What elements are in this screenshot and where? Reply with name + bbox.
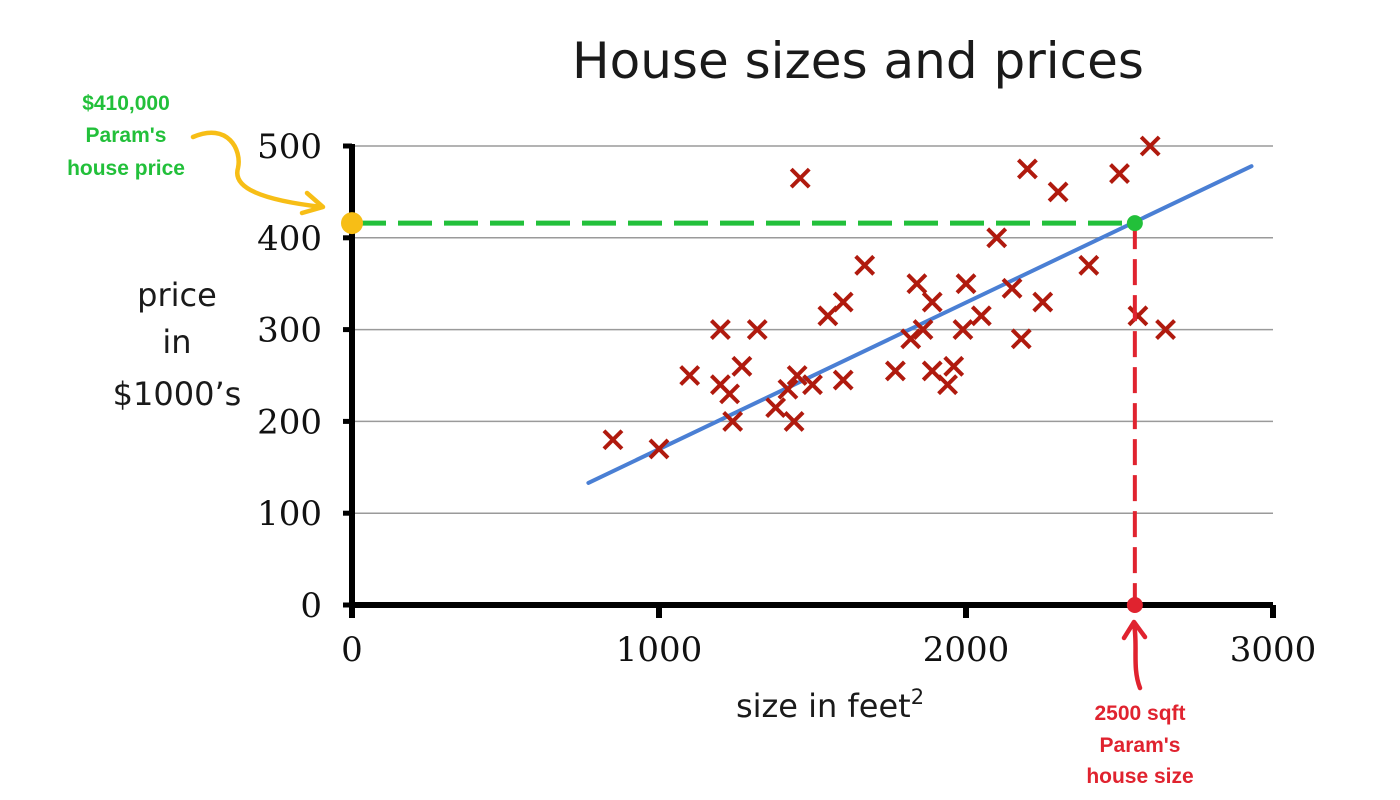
data-point-32 [1001, 277, 1023, 299]
data-points [602, 135, 1176, 460]
y-tick-label-300: 300 [257, 311, 322, 351]
data-point-18 [832, 369, 854, 391]
y-axis-label-line-2: in [162, 323, 191, 361]
data-point-3 [679, 365, 701, 386]
chart-title: House sizes and prices [572, 32, 1144, 90]
data-point-22 [906, 273, 928, 295]
data-point-13 [786, 365, 808, 386]
y-tick-label-0: 0 [300, 586, 322, 626]
data-point-10 [765, 397, 787, 419]
data-point-17 [832, 291, 854, 313]
tick-labels: 0 100 200 300 400 500 0 1000 2000 3000 [257, 127, 1316, 670]
x-axis-label: size in feet2 [736, 685, 924, 725]
price-axis-marker [341, 212, 363, 235]
x-tick-label-0: 0 [341, 630, 363, 670]
x-axis-label-superscript: 2 [911, 685, 924, 709]
data-point-35 [1032, 291, 1054, 313]
price-annotation-line-1: Param's [86, 124, 167, 147]
data-point-28 [952, 319, 974, 341]
data-point-19 [854, 254, 876, 276]
size-arrow-icon [1131, 621, 1143, 691]
data-point-8 [731, 355, 753, 377]
y-tick-label-400: 400 [257, 219, 322, 259]
data-point-23 [912, 319, 934, 341]
data-point-15 [802, 374, 823, 396]
data-point-24 [921, 291, 943, 313]
data-point-21 [900, 328, 922, 350]
y-tick-label-500: 500 [257, 127, 322, 167]
size-axis-marker [1126, 597, 1143, 613]
data-point-27 [943, 355, 965, 377]
size-annotation-value: 2500 sqft [1094, 702, 1185, 725]
data-point-1 [602, 429, 624, 451]
data-point-4 [709, 319, 731, 341]
price-arrowhead-icon [299, 190, 326, 216]
data-point-9 [746, 319, 768, 341]
price-annotation-line-2: house price [67, 157, 185, 180]
data-point-39 [1127, 305, 1149, 327]
y-axis-label-line-3: $1000’s [113, 375, 242, 413]
data-point-14 [789, 167, 811, 189]
size-annotation-line-1: Param's [1100, 734, 1181, 757]
x-tick-label-3000: 3000 [1230, 630, 1317, 670]
gridlines [352, 145, 1273, 514]
data-point-34 [1016, 158, 1038, 180]
price-arrow-icon [190, 130, 325, 210]
data-point-33 [1010, 328, 1032, 350]
y-tick-label-100: 100 [257, 494, 322, 534]
size-arrowhead-icon [1121, 619, 1148, 641]
data-point-2 [648, 438, 670, 460]
y-axis-label-line-1: price [137, 276, 217, 314]
prediction-point-marker [1126, 215, 1143, 232]
data-point-30 [970, 305, 992, 327]
data-point-11 [777, 378, 799, 400]
data-point-29 [955, 273, 977, 295]
data-point-38 [1109, 163, 1130, 184]
size-annotation-line-2: house size [1086, 765, 1193, 788]
data-point-37 [1078, 254, 1100, 276]
x-tick-label-1000: 1000 [616, 630, 703, 670]
data-point-7 [722, 410, 744, 432]
data-point-6 [719, 383, 741, 405]
data-point-26 [937, 374, 958, 396]
x-axis-label-text: size in feet [736, 687, 911, 725]
highlight-annotation [341, 212, 1143, 613]
data-point-40 [1139, 135, 1161, 157]
data-point-36 [1047, 181, 1069, 203]
data-point-31 [986, 227, 1008, 249]
data-point-20 [884, 360, 906, 382]
data-point-41 [1155, 319, 1176, 341]
price-annotation-value: $410,000 [82, 92, 170, 115]
y-tick-label-200: 200 [257, 402, 322, 442]
data-point-12 [783, 410, 805, 432]
x-tick-label-2000: 2000 [923, 630, 1010, 670]
